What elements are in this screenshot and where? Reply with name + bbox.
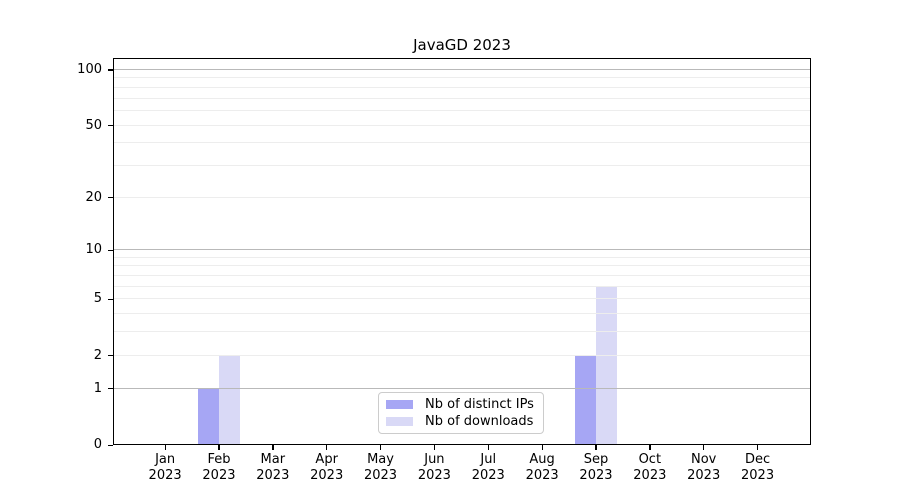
minor-gridline <box>114 313 810 315</box>
legend-swatch-distinct-ips <box>386 400 413 409</box>
legend-label-downloads: Nb of downloads <box>425 414 534 429</box>
x-tick <box>649 445 651 450</box>
x-tick <box>487 445 489 450</box>
x-tick-label: Jun 2023 <box>407 452 461 484</box>
minor-gridline <box>114 86 810 88</box>
y-tick <box>108 249 113 251</box>
y-tick-label: 20 <box>85 189 102 205</box>
x-tick <box>595 445 597 450</box>
x-tick <box>326 445 328 450</box>
minor-gridline <box>114 285 810 287</box>
y-tick <box>108 125 113 127</box>
minor-gridline <box>114 275 810 277</box>
x-label-month: Feb <box>207 452 231 467</box>
y-tick <box>108 444 113 446</box>
bar-downloads-feb <box>218 354 240 444</box>
minor-gridline <box>114 142 810 144</box>
x-label-month: Jun <box>424 452 445 467</box>
x-label-month: Aug <box>529 452 555 467</box>
x-tick-label: Dec 2023 <box>731 452 785 484</box>
x-label-month: Jul <box>480 452 497 467</box>
x-label-month: Sep <box>583 452 609 467</box>
legend-item-distinct-ips: Nb of distinct IPs <box>386 397 535 412</box>
x-tick-label: Jul 2023 <box>461 452 515 484</box>
plot-area <box>113 58 811 445</box>
minor-gridline <box>114 97 810 99</box>
x-label-year: 2023 <box>687 468 721 483</box>
x-label-year: 2023 <box>310 468 344 483</box>
bar-downloads-sep <box>595 285 617 444</box>
x-label-year: 2023 <box>256 468 290 483</box>
x-tick <box>380 445 382 450</box>
y-tick-label: 1 <box>93 380 102 396</box>
x-tick-label: Aug 2023 <box>515 452 569 484</box>
x-tick-label: Nov 2023 <box>677 452 731 484</box>
major-gridline <box>114 68 810 70</box>
x-label-month: Mar <box>260 452 286 467</box>
x-tick-label: Feb 2023 <box>192 452 246 484</box>
major-gridline <box>114 387 810 389</box>
x-tick <box>433 445 436 450</box>
chart-title: JavaGD 2023 <box>413 36 511 54</box>
minor-gridline <box>114 124 810 126</box>
x-label-month: Oct <box>638 452 662 467</box>
x-label-month: Jan <box>155 452 176 467</box>
minor-gridline <box>114 298 810 300</box>
x-tick-label: Jan 2023 <box>138 452 192 484</box>
x-tick <box>757 445 759 450</box>
bar-distinct-ips-sep <box>574 354 596 444</box>
x-tick <box>218 445 220 450</box>
y-tick <box>108 69 113 71</box>
x-label-year: 2023 <box>741 468 775 483</box>
x-label-month: Nov <box>691 452 717 467</box>
x-tick <box>541 445 543 450</box>
legend-item-downloads: Nb of downloads <box>386 414 535 429</box>
x-label-year: 2023 <box>525 468 559 483</box>
x-label-year: 2023 <box>471 468 505 483</box>
x-label-month: May <box>367 452 394 467</box>
x-label-year: 2023 <box>633 468 667 483</box>
x-tick <box>272 445 274 450</box>
x-tick-label: Mar 2023 <box>246 452 300 484</box>
y-tick-label: 5 <box>93 291 102 307</box>
x-label-month: Dec <box>744 452 771 467</box>
minor-gridline <box>114 265 810 267</box>
y-tick-label: 2 <box>93 347 102 363</box>
x-label-year: 2023 <box>417 468 451 483</box>
legend: Nb of distinct IPs Nb of downloads <box>378 392 544 434</box>
x-tick <box>164 445 166 450</box>
x-label-year: 2023 <box>148 468 182 483</box>
y-tick-label: 100 <box>77 61 102 77</box>
minor-gridline <box>114 256 810 258</box>
minor-gridline <box>114 164 810 166</box>
x-label-year: 2023 <box>202 468 236 483</box>
x-tick-label: Oct 2023 <box>623 452 677 484</box>
y-tick-label: 0 <box>93 437 102 452</box>
x-label-month: Apr <box>315 452 338 467</box>
x-tick <box>703 445 705 450</box>
minor-gridline <box>114 331 810 333</box>
minor-gridline <box>114 77 810 79</box>
x-tick-label: Sep 2023 <box>569 452 623 484</box>
x-tick-label: Apr 2023 <box>300 452 354 484</box>
legend-label-distinct-ips: Nb of distinct IPs <box>425 397 534 412</box>
y-tick <box>108 355 113 357</box>
x-label-year: 2023 <box>363 468 398 483</box>
minor-gridline <box>114 109 810 111</box>
y-tick <box>108 388 113 390</box>
y-tick-label: 50 <box>85 117 102 133</box>
y-tick-label: 10 <box>85 242 102 258</box>
minor-gridline <box>114 354 810 356</box>
x-tick-label: May 2023 <box>354 452 408 484</box>
y-tick <box>108 298 113 301</box>
major-gridline <box>114 249 810 251</box>
minor-gridline <box>114 196 810 198</box>
legend-swatch-downloads <box>386 417 413 426</box>
y-tick <box>108 197 113 199</box>
bar-distinct-ips-feb <box>197 387 219 444</box>
x-label-year: 2023 <box>579 468 613 483</box>
